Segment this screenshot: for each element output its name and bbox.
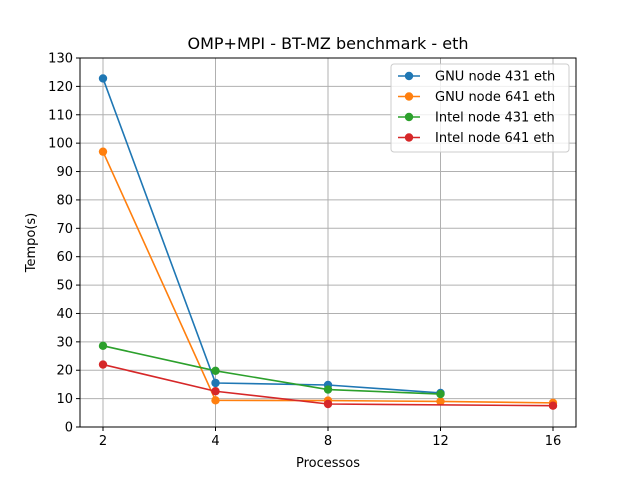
data-point <box>211 387 220 396</box>
y-tick-label: 80 <box>56 193 73 208</box>
y-tick-label: 40 <box>56 307 73 322</box>
x-tick-label: 16 <box>545 434 562 449</box>
data-point <box>98 74 108 83</box>
y-tick-label: 20 <box>56 364 73 379</box>
series-4 <box>98 360 558 410</box>
legend-item: GNU node 641 eth <box>398 90 555 105</box>
data-point <box>98 147 108 156</box>
y-tick-label: 120 <box>48 80 73 95</box>
legend-label: Intel node 431 eth <box>435 111 555 126</box>
legend-marker <box>404 71 414 81</box>
y-tick-label: 50 <box>56 279 73 294</box>
y-tick-label: 130 <box>48 52 73 67</box>
legend-item: Intel node 641 eth <box>398 131 555 146</box>
y-tick-label: 110 <box>48 108 73 123</box>
legend-label: Intel node 641 eth <box>435 131 555 146</box>
legend-label: GNU node 641 eth <box>435 90 555 105</box>
data-point <box>211 396 220 405</box>
y-axis-label: Tempo(s) <box>24 213 39 274</box>
legend-marker <box>404 133 414 142</box>
legend-marker <box>404 92 414 101</box>
legend-item: Intel node 431 eth <box>398 111 555 126</box>
series-line <box>102 78 441 394</box>
legend-marker <box>404 112 414 122</box>
y-tick-label: 10 <box>56 392 73 407</box>
axis-ticks: 2 4 8 12 16 0 10 20 30 40 50 60 70 80 90 100 110 120 130 <box>48 52 561 450</box>
data-point <box>211 378 220 388</box>
data-point <box>436 389 445 399</box>
series-line <box>102 345 441 395</box>
legend-label: GNU node 431 eth <box>435 70 555 85</box>
x-tick-label: 2 <box>99 434 107 449</box>
data-point <box>323 385 333 394</box>
y-tick-label: 100 <box>48 137 73 152</box>
data-point <box>98 341 108 351</box>
y-tick-label: 30 <box>56 335 73 350</box>
y-tick-label: 90 <box>56 165 73 180</box>
y-tick-label: 0 <box>65 421 73 436</box>
y-tick-label: 60 <box>56 250 73 265</box>
data-point <box>211 366 220 375</box>
chart-title: OMP+MPI - BT-MZ benchmark - eth <box>188 34 469 53</box>
series-3 <box>98 341 445 399</box>
x-tick-label: 8 <box>324 434 332 449</box>
x-tick-label: 4 <box>211 434 219 449</box>
legend: GNU node 431 eth GNU node 641 eth Intel no… <box>390 63 570 153</box>
data-point <box>323 399 333 409</box>
x-axis-label: Processos <box>296 456 360 471</box>
x-tick-label: 12 <box>432 434 449 449</box>
data-point <box>548 401 558 410</box>
data-point <box>436 397 445 406</box>
legend-item: GNU node 431 eth <box>398 70 555 85</box>
data-series <box>98 74 558 410</box>
series-line <box>102 363 554 407</box>
legend-box <box>390 63 570 153</box>
y-tick-label: 70 <box>56 222 73 237</box>
data-point <box>98 360 108 369</box>
